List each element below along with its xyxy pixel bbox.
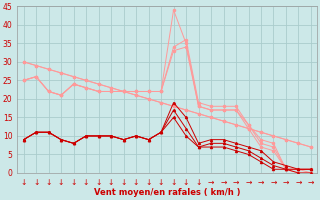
X-axis label: Vent moyen/en rafales ( km/h ): Vent moyen/en rafales ( km/h ) (94, 188, 241, 197)
